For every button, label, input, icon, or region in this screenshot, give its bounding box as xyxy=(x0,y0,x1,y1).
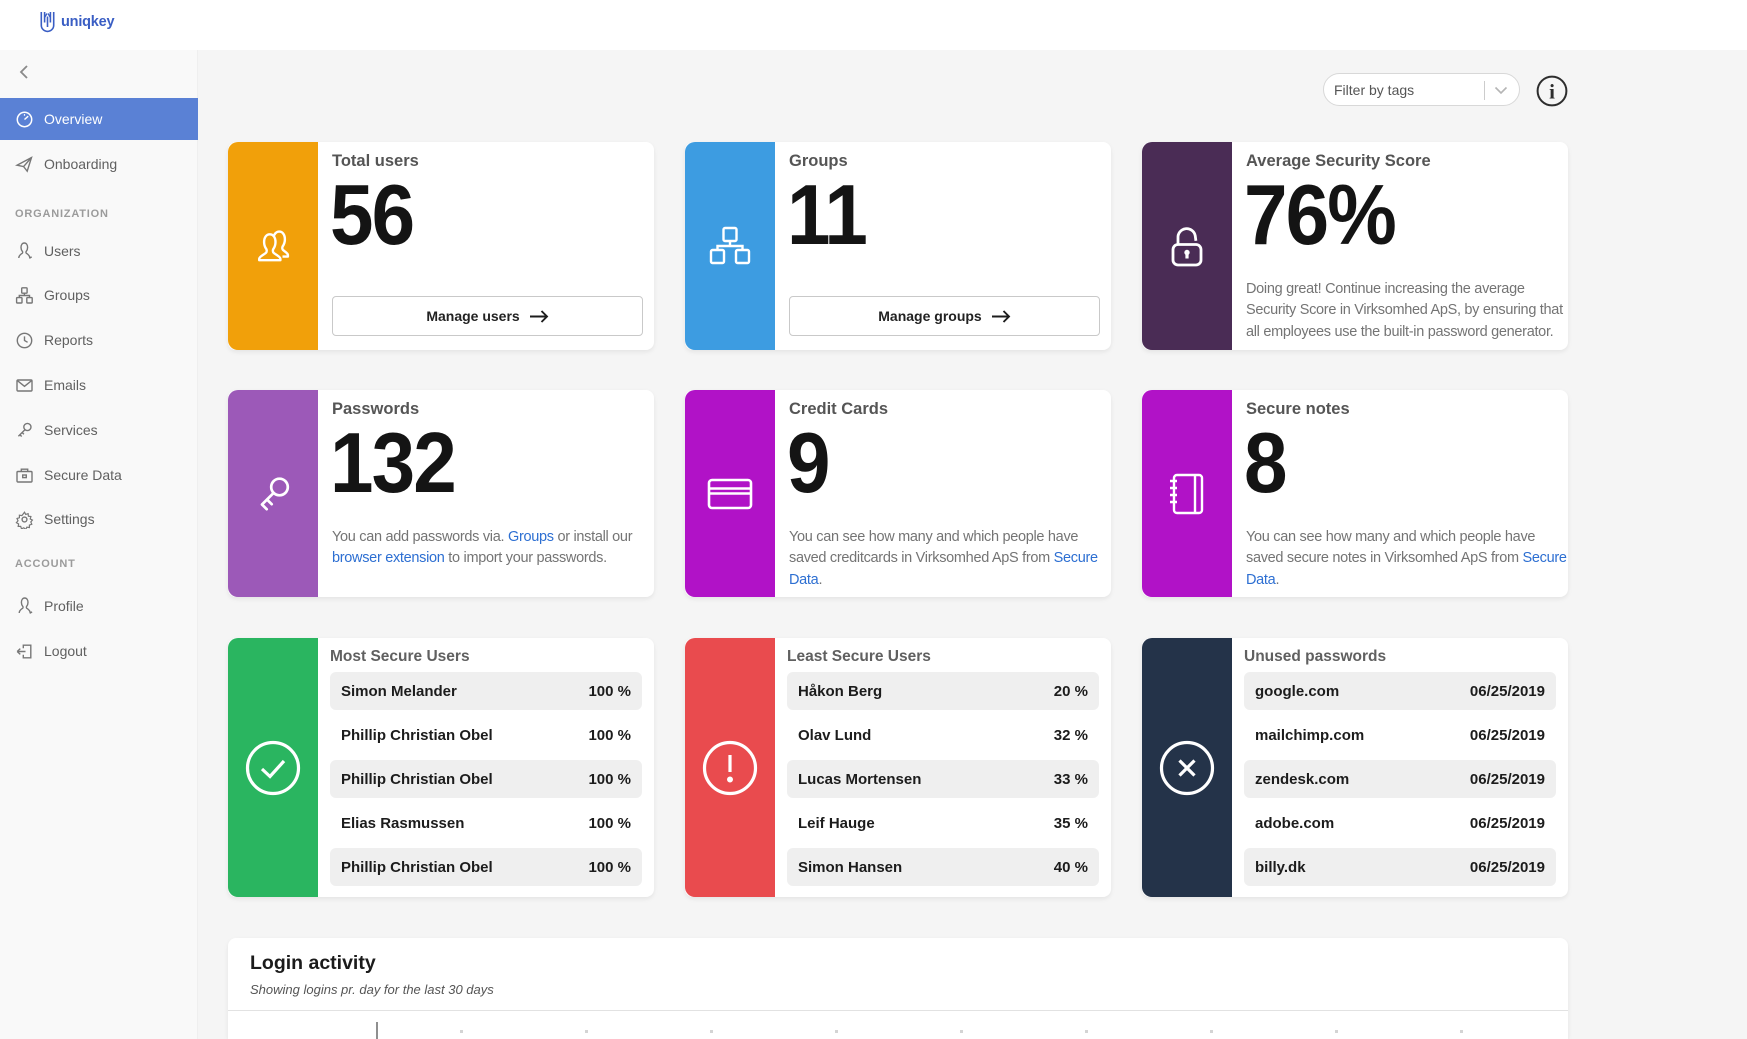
svg-text:i: i xyxy=(1549,80,1555,104)
